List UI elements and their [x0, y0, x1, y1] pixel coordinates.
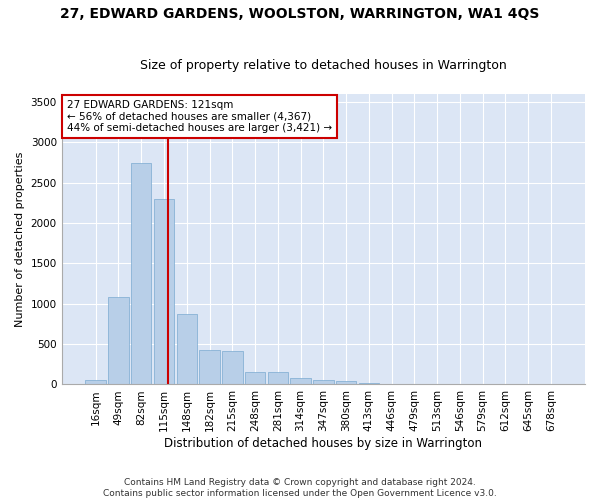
Bar	[131, 162, 151, 384]
Bar	[268, 372, 288, 384]
X-axis label: Distribution of detached houses by size in Warrington: Distribution of detached houses by size …	[164, 437, 482, 450]
Bar	[245, 372, 265, 384]
Bar	[199, 350, 220, 384]
Bar	[313, 380, 334, 384]
Title: Size of property relative to detached houses in Warrington: Size of property relative to detached ho…	[140, 59, 507, 72]
Text: 27 EDWARD GARDENS: 121sqm
← 56% of detached houses are smaller (4,367)
44% of se: 27 EDWARD GARDENS: 121sqm ← 56% of detac…	[67, 100, 332, 133]
Bar	[359, 383, 379, 384]
Bar	[290, 378, 311, 384]
Bar	[85, 380, 106, 384]
Bar	[154, 199, 174, 384]
Text: 27, EDWARD GARDENS, WOOLSTON, WARRINGTON, WA1 4QS: 27, EDWARD GARDENS, WOOLSTON, WARRINGTON…	[61, 8, 539, 22]
Bar	[176, 314, 197, 384]
Text: Contains HM Land Registry data © Crown copyright and database right 2024.
Contai: Contains HM Land Registry data © Crown c…	[103, 478, 497, 498]
Bar	[336, 381, 356, 384]
Bar	[222, 351, 242, 384]
Y-axis label: Number of detached properties: Number of detached properties	[15, 152, 25, 327]
Bar	[108, 296, 129, 384]
